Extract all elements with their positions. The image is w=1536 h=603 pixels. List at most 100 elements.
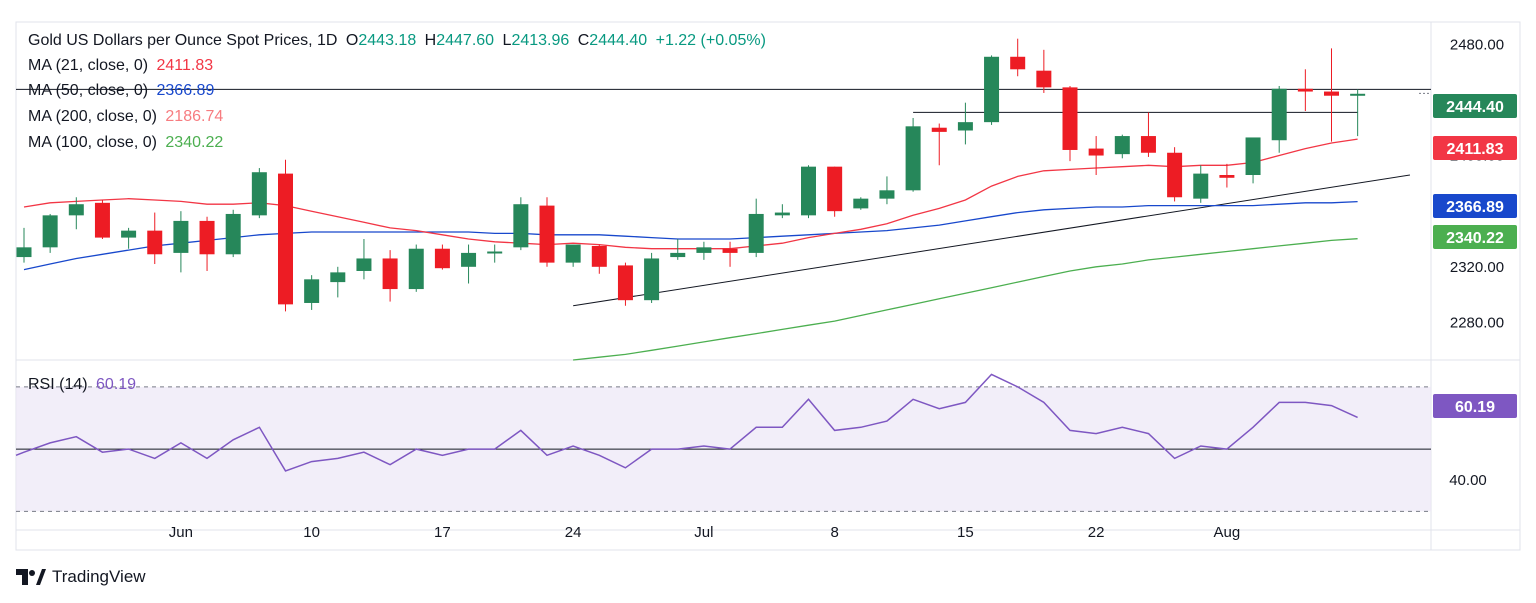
candle-body <box>382 258 398 290</box>
candle <box>774 204 790 219</box>
candle-body <box>1036 70 1052 88</box>
ma100-label: MA (100, close, 0) <box>28 134 157 151</box>
price-pane <box>16 38 1431 361</box>
candle-body <box>984 56 1000 123</box>
ma200-legend[interactable]: MA (200, close, 0) 2186.74 <box>28 104 227 129</box>
chart-border <box>15 21 1521 551</box>
candle-body <box>304 279 320 303</box>
candle <box>42 213 58 253</box>
high-label: H <box>424 32 437 49</box>
tradingview-logo[interactable]: TradingView <box>16 566 146 588</box>
candle <box>957 102 973 145</box>
low-label: L <box>502 32 512 49</box>
ma200-value: 2186.74 <box>165 108 224 125</box>
rsi-tag: 60.19 <box>1433 394 1517 418</box>
candle <box>94 200 110 239</box>
candle-body <box>591 245 607 267</box>
tradingview-brand-text: TradingView <box>52 567 146 586</box>
candle <box>68 197 84 230</box>
rsi-tag-bg <box>1433 394 1517 418</box>
last-price-tag: 2444.40 <box>1433 94 1517 118</box>
candle-body <box>1062 87 1078 150</box>
candle-body <box>1271 88 1287 141</box>
ma50-tag-bg <box>1433 194 1517 218</box>
candle <box>905 117 921 192</box>
candle <box>408 244 424 292</box>
candle-body <box>1088 148 1104 156</box>
ma200-label: MA (200, close, 0) <box>28 108 157 125</box>
candle <box>801 165 816 219</box>
candle-body <box>42 215 58 248</box>
candle <box>487 244 503 263</box>
candle-body <box>251 172 267 216</box>
price-tick-label: 2320.00 <box>1450 259 1504 276</box>
price-tick-label: 2280.00 <box>1450 314 1504 331</box>
rsi-value: 60.19 <box>96 376 137 393</box>
candle-body <box>1324 91 1339 96</box>
candle <box>16 227 32 263</box>
ma21-legend[interactable]: MA (21, close, 0) 2411.83 <box>28 53 217 78</box>
time-tick-label: Jun <box>169 524 193 541</box>
ma100-value: 2340.22 <box>165 134 224 151</box>
candle <box>879 176 895 205</box>
candle-body <box>905 126 921 191</box>
ma100-line <box>573 238 1358 361</box>
ma50-legend[interactable]: MA (50, close, 0) 2366.89 <box>28 78 218 103</box>
candle-body <box>1219 175 1235 178</box>
tradingview-logo-icon <box>16 569 46 585</box>
candle-body <box>16 247 32 258</box>
candle <box>461 244 477 284</box>
rsi-line <box>15 373 1358 472</box>
rsi-tag-text: 60.19 <box>1455 399 1495 416</box>
candle-body <box>565 244 581 263</box>
close-label: C <box>577 32 590 49</box>
change-value: +1.22 (+0.05%) <box>655 32 766 49</box>
candle <box>278 159 293 312</box>
candle <box>1297 69 1313 112</box>
open-label: O <box>345 32 359 49</box>
candle <box>330 266 346 298</box>
candle <box>617 262 633 306</box>
price-axis[interactable]: 2480.002400.002320.002280.0040.002444.40… <box>1433 36 1517 489</box>
time-tick-label: Aug <box>1214 524 1241 541</box>
ma50-label: MA (50, close, 0) <box>28 82 149 99</box>
candle-body <box>748 213 764 253</box>
candle-body <box>931 127 947 132</box>
candle <box>984 55 1000 125</box>
ohlc-legend: Gold US Dollars per Ounce Spot Prices, 1… <box>28 28 770 53</box>
time-axis[interactable]: Jun 10 17 24 Jul 8 15 22 Aug <box>169 524 1240 541</box>
candle <box>1245 137 1261 184</box>
ma21-tag-text: 2411.83 <box>1447 141 1504 158</box>
candle <box>1167 147 1183 202</box>
candle-body <box>1167 152 1183 198</box>
candle <box>251 168 267 219</box>
candle <box>356 238 372 280</box>
candle <box>644 252 660 303</box>
candle <box>1193 165 1209 203</box>
candle <box>696 241 712 260</box>
candle <box>1350 89 1366 137</box>
candle-body <box>801 166 816 216</box>
candle-body <box>225 213 241 255</box>
candle-body <box>487 251 503 254</box>
candle <box>1010 38 1026 77</box>
ma100-tag-bg <box>1433 225 1517 249</box>
time-tick-label: 15 <box>957 524 974 541</box>
candle <box>722 241 738 267</box>
ma100-legend[interactable]: MA (100, close, 0) 2340.22 <box>28 130 227 155</box>
ma50-value: 2366.89 <box>156 82 215 99</box>
time-tick-label: 10 <box>303 524 320 541</box>
candle <box>1062 85 1078 162</box>
candle-body <box>853 198 869 209</box>
ma21-tag-bg <box>1433 136 1517 160</box>
rsi-legend[interactable]: RSI (14) 60.19 <box>28 372 140 397</box>
candle <box>748 198 764 258</box>
candle-body <box>722 248 738 253</box>
ma100-tag-text: 2340.22 <box>1446 230 1504 247</box>
candle <box>513 197 529 251</box>
candle <box>304 275 320 310</box>
candle <box>121 227 137 249</box>
candle-body <box>1114 136 1130 155</box>
candle-body <box>147 230 163 255</box>
